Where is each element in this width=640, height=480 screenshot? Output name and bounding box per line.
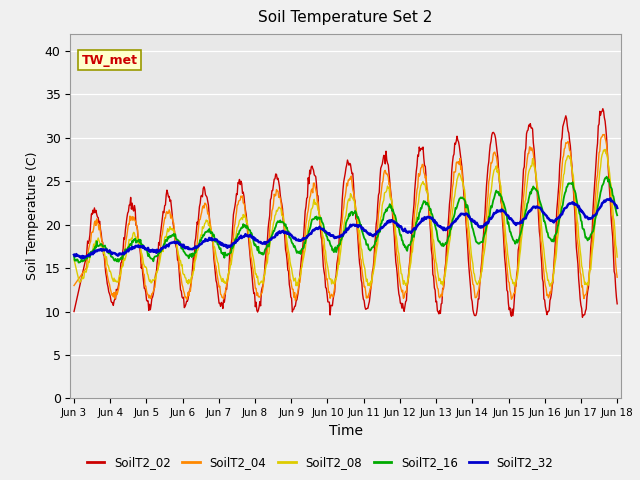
Text: TW_met: TW_met xyxy=(81,54,138,67)
X-axis label: Time: Time xyxy=(328,424,363,438)
Legend: SoilT2_02, SoilT2_04, SoilT2_08, SoilT2_16, SoilT2_32: SoilT2_02, SoilT2_04, SoilT2_08, SoilT2_… xyxy=(82,452,558,474)
Y-axis label: Soil Temperature (C): Soil Temperature (C) xyxy=(26,152,39,280)
Title: Soil Temperature Set 2: Soil Temperature Set 2 xyxy=(259,11,433,25)
